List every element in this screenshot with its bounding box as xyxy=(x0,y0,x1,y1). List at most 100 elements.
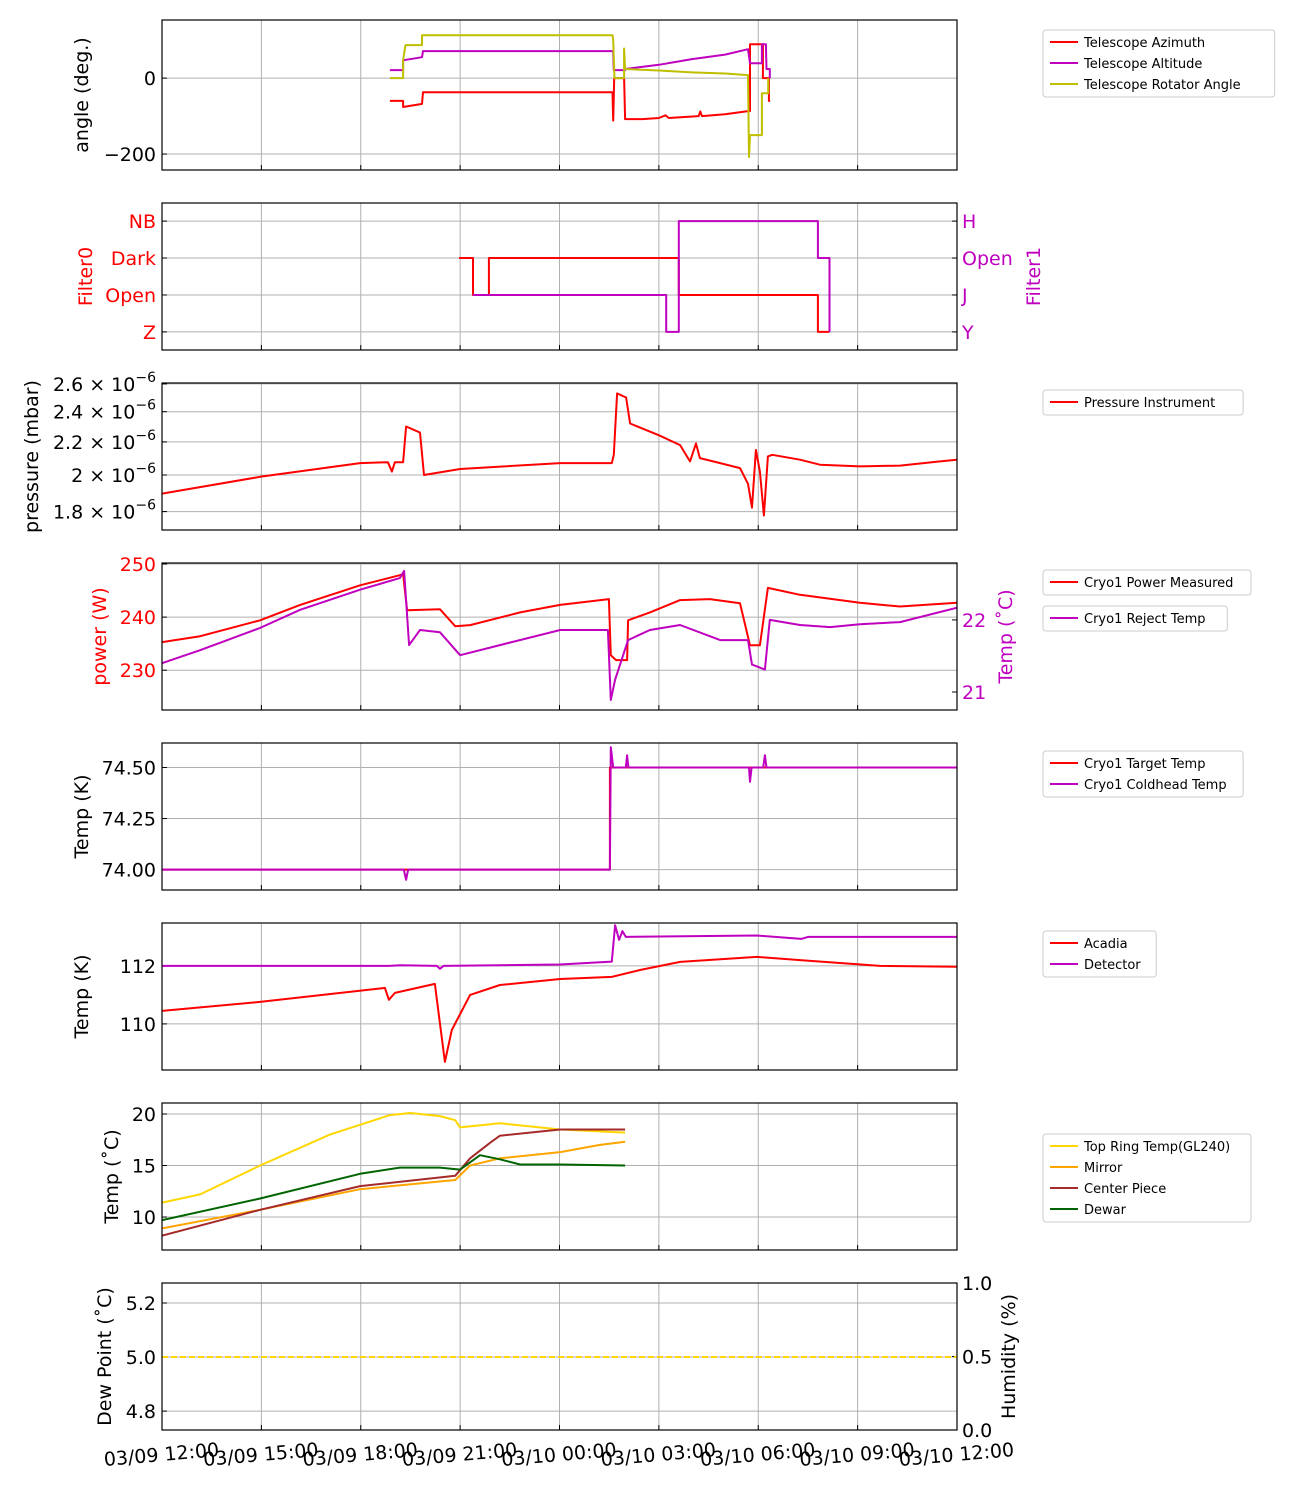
series-filter0 xyxy=(459,257,830,333)
plot-frame xyxy=(161,1282,958,1431)
tick-exponent: −6 xyxy=(135,498,156,514)
series-cryo1-reject-temp xyxy=(162,569,957,701)
y-tick-label: 74.00 xyxy=(102,860,156,882)
y-tick-label: 4.8 xyxy=(126,1401,156,1423)
y-tick-label: 0 xyxy=(144,68,156,90)
y-tick-label: 2.4 × 10−6 xyxy=(53,398,156,424)
y-tick-label: 240 xyxy=(120,607,156,629)
panel-1: 0 −200 angle (deg.) Telescope Azimuth Telesc… xyxy=(71,19,1276,171)
series-telescope-azimuth xyxy=(389,43,771,122)
legend-label: Detector xyxy=(1084,958,1141,973)
y-tick-label: 110 xyxy=(120,1014,156,1036)
legend-box xyxy=(1042,569,1252,596)
legend-label: Cryo1 Target Temp xyxy=(1084,757,1205,772)
legend-box xyxy=(1042,750,1244,798)
y-right-tick-label: 22 xyxy=(962,610,986,632)
legend-label: Top Ring Temp(GL240) xyxy=(1083,1140,1230,1155)
plot-frame xyxy=(161,922,958,1071)
y-tick-label: 74.25 xyxy=(102,809,156,831)
y-axis-label-right: Temp (˚C) xyxy=(995,589,1017,684)
series-telescope-altitude xyxy=(389,43,771,79)
legend-label: Center Piece xyxy=(1084,1182,1166,1197)
y-tick-label: Open xyxy=(105,285,156,307)
y-axis-label: power (W) xyxy=(89,587,111,685)
y-tick-label: 74.50 xyxy=(102,758,156,780)
legend-label: Pressure Instrument xyxy=(1084,396,1215,411)
y-tick-label: Z xyxy=(143,322,156,344)
y-tick-label: 112 xyxy=(120,956,156,978)
legend-label: Mirror xyxy=(1084,1161,1123,1176)
legend-box xyxy=(1042,29,1276,98)
series-telescope-rotator-angle xyxy=(389,34,770,159)
y-tick-label: 10 xyxy=(132,1207,156,1229)
panel-3: 2.6 × 10−62.4 × 10−62.2 × 10−62 × 10−61.… xyxy=(21,370,1244,533)
y-tick-label: 5.2 xyxy=(126,1293,156,1315)
plot-frame xyxy=(161,742,958,891)
y-right-tick-label: J xyxy=(961,285,968,307)
series-detector xyxy=(162,924,957,970)
tick-mantissa: 1.8 × 10 xyxy=(53,502,135,524)
y-right-tick-label: 21 xyxy=(962,682,986,704)
panel-2: NB Dark Open Z H Open JY Filter0 Filter1 xyxy=(75,202,1045,351)
panel-8: 5.2 5.0 4.8 1.0 0.5 0.0 Dew Point (˚C) Humidity… xyxy=(94,1273,1020,1442)
legend: Acadia Detector xyxy=(1042,930,1157,978)
series-mirror xyxy=(162,1140,626,1230)
x-tick-label: 03/10 12:00 xyxy=(898,1439,1015,1471)
y-tick-label: 15 xyxy=(132,1156,156,1178)
plot-frame xyxy=(161,1102,958,1251)
y-right-tick-label: Y xyxy=(961,322,974,344)
series-cryo1-coldhead-temp xyxy=(162,746,957,881)
y-axis-label: pressure (mbar) xyxy=(21,380,43,533)
y-tick-label: 2.6 × 10−6 xyxy=(53,370,156,396)
y-axis-label: Dew Point (˚C) xyxy=(94,1287,116,1426)
tick-exponent: −6 xyxy=(135,370,156,386)
y-tick-label: NB xyxy=(129,211,156,233)
y-axis-label: angle (deg.) xyxy=(71,37,93,152)
y-axis-label: Temp (K) xyxy=(71,955,93,1040)
tick-mantissa: 2.6 × 10 xyxy=(53,374,135,396)
tick-mantissa: 2.2 × 10 xyxy=(53,432,135,454)
tick-mantissa: 2.4 × 10 xyxy=(53,402,135,424)
y-right-tick-label: H xyxy=(962,211,976,233)
panel-5: 74.50 74.25 74.00 Temp (K) Cryo1 Target Temp… xyxy=(71,742,1244,891)
legend-box xyxy=(1042,389,1244,416)
legend: Telescope Azimuth Telescope Altitude Teles… xyxy=(1042,29,1276,98)
plot-frame xyxy=(161,19,958,171)
legend-label: Cryo1 Reject Temp xyxy=(1084,612,1206,627)
tick-mantissa: 2 × 10 xyxy=(71,465,135,487)
y-axis-label: Filter0 xyxy=(75,247,97,306)
y-axis-label: Temp (˚C) xyxy=(101,1129,123,1224)
legend-label: Telescope Altitude xyxy=(1083,57,1202,72)
legend-label: Cryo1 Power Measured xyxy=(1084,576,1233,591)
y-tick-label: −200 xyxy=(104,144,156,166)
series-pressure-instrument xyxy=(162,392,957,517)
plot-frame xyxy=(161,562,958,711)
series-cryo1-power-measured xyxy=(162,573,957,662)
legend-label: Dewar xyxy=(1084,1203,1127,1218)
plot-frame xyxy=(161,382,958,531)
y-right-tick-label: 0.5 xyxy=(962,1347,992,1369)
series-acadia xyxy=(162,955,957,1063)
y-right-tick-label: Open xyxy=(962,248,1013,270)
legend: Cryo1 Target Temp Cryo1 Coldhead Temp xyxy=(1042,750,1244,798)
legend-label: Cryo1 Coldhead Temp xyxy=(1084,778,1227,793)
series-center-piece xyxy=(162,1128,626,1237)
series-filter1 xyxy=(473,220,831,333)
y-axis-label: Temp (K) xyxy=(71,775,93,860)
panel-6: 112 110 Temp (K) Acadia Detector xyxy=(71,922,1157,1071)
y-tick-label: Dark xyxy=(111,248,156,270)
y-tick-label: 5.0 xyxy=(126,1347,156,1369)
tick-exponent: −6 xyxy=(135,428,156,444)
legend: Top Ring Temp(GL240) Mirror Center Piece De… xyxy=(1042,1133,1252,1223)
series-dewar xyxy=(162,1154,626,1222)
y-tick-label: 2.2 × 10−6 xyxy=(53,428,156,454)
legend-label: Telescope Azimuth xyxy=(1083,36,1205,51)
legend: Pressure Instrument xyxy=(1042,389,1244,416)
y-tick-label: 20 xyxy=(132,1104,156,1126)
series-top-ring-temp-gl240- xyxy=(162,1112,626,1204)
y-tick-label: 250 xyxy=(120,554,156,576)
y-tick-label: 2 × 10−6 xyxy=(71,461,156,487)
panel-4: 250 240 230 22 21 power (W) Temp (˚C) Cryo1 Pow… xyxy=(89,554,1252,711)
y-tick-label: 230 xyxy=(120,660,156,682)
